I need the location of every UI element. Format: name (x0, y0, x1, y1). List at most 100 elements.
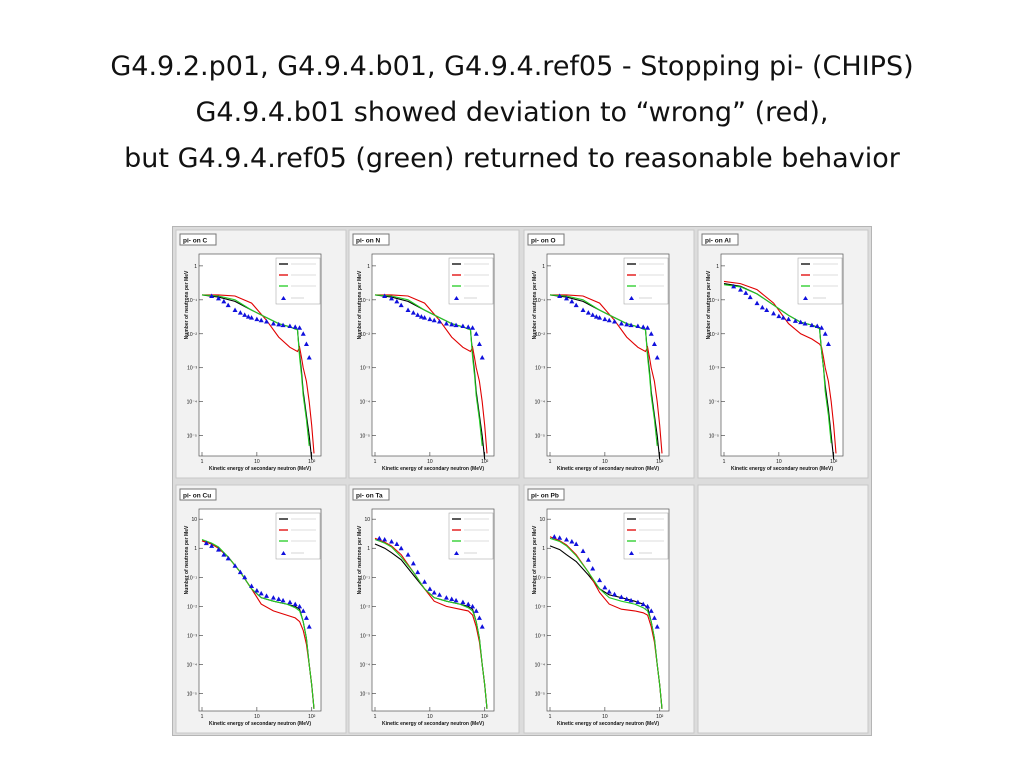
y-tick-label: 10⁻¹ (360, 575, 370, 581)
data-point-Cu-11 (264, 593, 270, 598)
legend-box (448, 512, 494, 560)
y-tick-label: 10⁻⁴ (535, 662, 545, 668)
title-line-1: G4.9.2.p01, G4.9.4.b01, G4.9.4.ref05 - S… (110, 51, 914, 82)
legend-box (797, 257, 843, 305)
data-point-Ta-18 (473, 608, 479, 613)
data-point-N-4 (405, 307, 411, 313)
series-line-N-1 (375, 294, 488, 454)
data-point-Cu-1 (209, 543, 215, 548)
x-tick-label: 10 (602, 714, 608, 720)
data-point-C-11 (264, 319, 270, 324)
y-tick-label: 10⁻⁵ (535, 434, 545, 440)
y-tick-label: 10⁻⁵ (360, 434, 370, 440)
data-point-Ta-3 (394, 541, 400, 546)
data-point-N-16 (465, 324, 471, 329)
data-point-C-8 (249, 315, 255, 320)
data-point-N-7 (418, 314, 424, 319)
x-axis-label: Kinetic energy of secondary neutron (MeV… (557, 721, 659, 727)
x-tick-label: 1 (549, 714, 552, 720)
legend-swatch-data (281, 551, 286, 555)
data-point-C-2 (221, 298, 227, 304)
data-point-Ta-4 (398, 545, 404, 551)
data-point-C-0 (209, 293, 215, 298)
y-tick-label: 10⁻⁴ (187, 400, 197, 406)
data-point-C-16 (292, 324, 298, 329)
y-tick-label: 10⁻² (360, 604, 370, 610)
data-point-N-13 (449, 321, 455, 327)
data-point-Pb-7 (590, 566, 596, 571)
data-point-Al-1 (738, 287, 744, 292)
panel-title-box (179, 233, 217, 246)
panel-title-box (352, 233, 390, 246)
data-point-Ta-1 (382, 536, 388, 542)
data-point-Al-12 (798, 319, 804, 325)
data-point-Cu-18 (300, 608, 306, 613)
y-tick-label: 10⁻³ (187, 366, 197, 372)
y-tick-label: 10⁻² (360, 332, 370, 338)
data-point-O-20 (654, 355, 660, 360)
data-point-Pb-20 (654, 624, 660, 629)
data-point-Al-11 (792, 318, 798, 323)
data-point-O-2 (569, 298, 575, 304)
panel-title: pi- on Al (705, 238, 731, 245)
data-point-C-6 (242, 312, 248, 317)
series-line-C-1 (202, 294, 315, 454)
data-point-Ta-14 (453, 597, 459, 603)
data-point-C-18 (300, 331, 306, 336)
data-point-C-14 (280, 322, 286, 328)
data-point-Ta-7 (415, 569, 421, 575)
x-tick-label: 1 (374, 714, 377, 720)
x-tick-label: 10² (308, 459, 316, 465)
data-point-N-2 (394, 298, 400, 304)
title-line-3: but G4.9.4.ref05 (green) returned to rea… (124, 143, 900, 174)
x-tick-label: 10 (776, 459, 782, 465)
data-point-Pb-11 (612, 591, 618, 597)
x-tick-label: 10² (308, 714, 316, 720)
data-point-Pb-19 (651, 615, 657, 620)
data-point-C-5 (237, 310, 243, 315)
data-point-O-12 (618, 321, 624, 326)
y-tick-label: 10⁻⁵ (709, 434, 719, 440)
data-point-N-11 (437, 319, 443, 324)
data-point-O-19 (651, 341, 657, 347)
data-point-Cu-13 (276, 596, 282, 601)
series-line-Pb-2 (549, 537, 663, 709)
data-point-O-1 (564, 295, 570, 301)
y-axis-label: Number of neutrons per MeV (532, 525, 538, 594)
y-tick-label: 10 (191, 517, 197, 523)
data-point-N-14 (453, 322, 459, 328)
y-tick-label: 10⁻¹ (187, 298, 197, 304)
data-point-Al-5 (759, 304, 765, 310)
y-tick-label: 10 (539, 517, 545, 523)
data-point-Ta-13 (449, 596, 455, 601)
data-point-Al-9 (780, 315, 786, 320)
data-point-Ta-9 (427, 586, 433, 591)
y-tick-label: 10⁻¹ (187, 575, 197, 581)
data-point-C-19 (303, 341, 309, 347)
data-point-N-3 (398, 302, 404, 308)
y-tick-label: 1 (194, 546, 197, 552)
data-point-O-13 (624, 321, 630, 327)
data-point-Al-7 (771, 310, 777, 316)
data-point-Cu-19 (303, 615, 309, 620)
data-point-Pb-10 (606, 589, 612, 594)
y-tick-label: 10⁻⁵ (187, 692, 197, 698)
panel-title-box (179, 488, 217, 501)
data-point-Al-0 (731, 283, 737, 289)
chart-panel-N: pi- on N 1 10⁻¹ 10⁻² 10⁻³ 10⁻⁴ 10⁻⁵ 1 10 10²Kinet… (348, 229, 520, 479)
data-point-N-17 (470, 325, 476, 330)
data-point-Cu-10 (258, 590, 264, 596)
data-point-O-18 (648, 331, 654, 336)
x-tick-label: 10² (656, 714, 664, 720)
panel-title-box (352, 488, 390, 501)
y-tick-label: 10⁻¹ (535, 298, 545, 304)
data-point-N-20 (479, 355, 485, 360)
data-point-Ta-8 (422, 579, 428, 584)
data-point-Al-10 (786, 316, 792, 322)
data-point-Ta-6 (410, 560, 416, 566)
x-tick-label: 10 (427, 459, 433, 465)
data-point-Ta-20 (479, 624, 485, 629)
data-point-Ta-12 (443, 595, 449, 600)
data-point-O-10 (606, 317, 612, 323)
